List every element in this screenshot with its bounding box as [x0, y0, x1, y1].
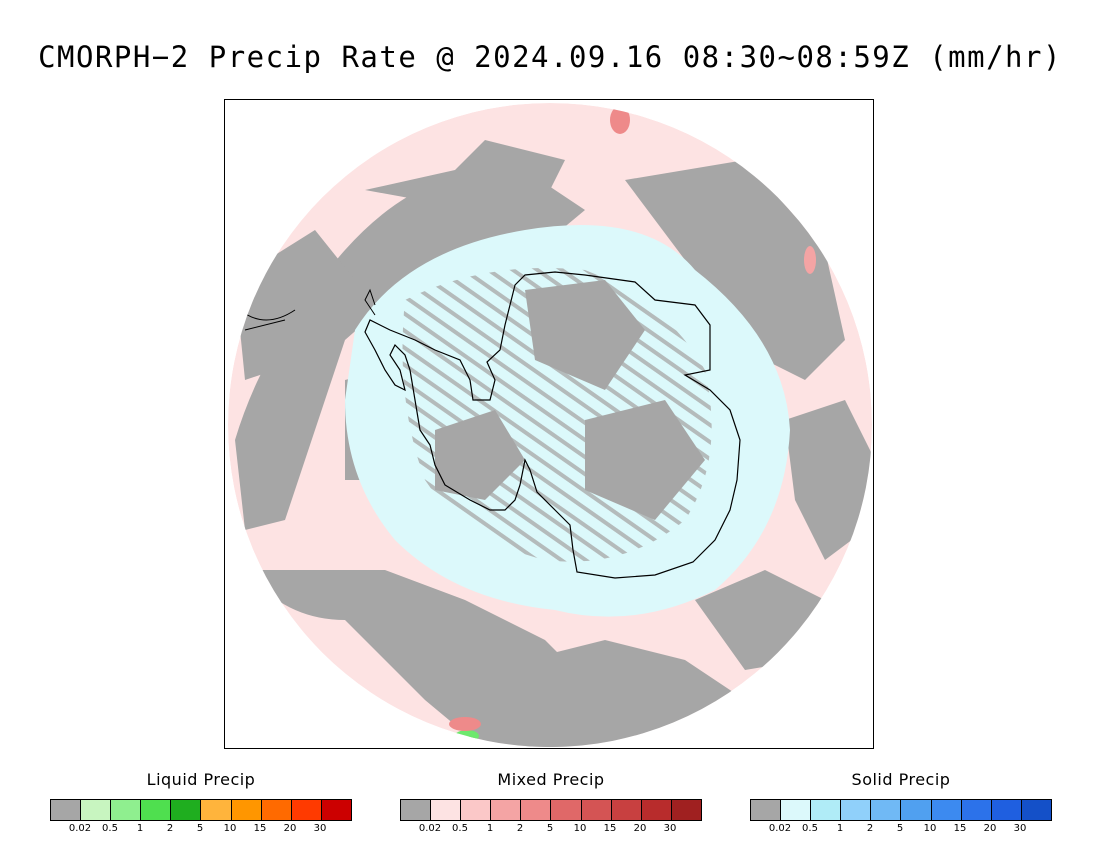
- legend-swatch: [321, 800, 351, 820]
- legend-swatch: [401, 800, 432, 820]
- no-precip-regions: [235, 110, 872, 747]
- chart-title: CMORPH−2 Precip Rate @ 2024.09.16 08:30~…: [38, 40, 1062, 74]
- legend-swatch: [231, 800, 262, 820]
- legend-swatch: [201, 800, 232, 820]
- legend-ticks: 0.02 0.5 1 2 5 10 15 20 30: [50, 821, 352, 835]
- legend-tick-label: 30: [313, 823, 327, 834]
- legend-swatch: [171, 800, 202, 820]
- legend-tick-label: 5: [896, 823, 904, 834]
- legend-tick-label: 30: [1013, 823, 1027, 834]
- legend-tick-label: 20: [983, 823, 997, 834]
- legend-tick-label: 5: [196, 823, 204, 834]
- legend-ticks: 0.02 0.5 1 2 5 10 15 20 30: [400, 821, 702, 835]
- legend-tick-label: 0.02: [768, 823, 792, 834]
- legend-swatch: [641, 800, 672, 820]
- legend-swatch: [901, 800, 932, 820]
- antarctica-coastline: [364, 271, 741, 579]
- mixed-precip-patch: [449, 717, 481, 731]
- legend-tick-label: 0.02: [418, 823, 442, 834]
- legend-swatch: [521, 800, 552, 820]
- legend-swatch: [811, 800, 842, 820]
- legend-swatches: [400, 799, 702, 821]
- legend-swatch: [81, 800, 112, 820]
- legend-tick-label: 15: [603, 823, 617, 834]
- interior-grey-blobs: [435, 280, 705, 520]
- legend-title: Liquid Precip: [146, 770, 256, 789]
- legend-swatch: [1021, 800, 1051, 820]
- legend-tick-label: 10: [223, 823, 237, 834]
- legend-liquid: Liquid Precip 0.02 0.5 1 2 5 10 15 20 30: [50, 770, 352, 835]
- liquid-precip-patch: [455, 730, 479, 742]
- legend-swatch: [261, 800, 292, 820]
- legend-tick-label: 20: [633, 823, 647, 834]
- legend-tick-label: 1: [486, 823, 494, 834]
- legend-swatch: [141, 800, 172, 820]
- legend-swatch: [581, 800, 612, 820]
- legend-swatch: [611, 800, 642, 820]
- legend-tick-label: 2: [866, 823, 874, 834]
- legend-swatch: [491, 800, 522, 820]
- legend-swatch: [551, 800, 582, 820]
- legend-tick-label: 30: [663, 823, 677, 834]
- legend-swatch: [991, 800, 1022, 820]
- legend-solid: Solid Precip 0.02 0.5 1 2 5 10 15 20 30: [750, 770, 1052, 835]
- legend-swatch: [931, 800, 962, 820]
- legend-tick-label: 15: [253, 823, 267, 834]
- mixed-precip-patch: [610, 106, 630, 134]
- legend-swatch: [291, 800, 322, 820]
- legend-tick-label: 15: [953, 823, 967, 834]
- map-disk: [228, 103, 872, 747]
- map-canvas: [228, 103, 872, 747]
- legend-swatch: [431, 800, 462, 820]
- legend-swatch: [111, 800, 142, 820]
- legend-swatch: [461, 800, 492, 820]
- legend-tick-label: 0.5: [802, 823, 818, 834]
- legend-tick-label: 0.5: [452, 823, 468, 834]
- legend-tick-label: 5: [546, 823, 554, 834]
- legend-swatches: [50, 799, 352, 821]
- legend-swatch: [751, 800, 782, 820]
- legend-tick-label: 10: [923, 823, 937, 834]
- legend-tick-label: 2: [166, 823, 174, 834]
- legend-title: Solid Precip: [851, 770, 951, 789]
- legend-swatch: [841, 800, 872, 820]
- legend-swatches: [750, 799, 1052, 821]
- legend-title: Mixed Precip: [497, 770, 605, 789]
- legend-tick-label: 1: [836, 823, 844, 834]
- legend-tick-label: 0.02: [68, 823, 92, 834]
- legend-tick-label: 10: [573, 823, 587, 834]
- legend-tick-label: 20: [283, 823, 297, 834]
- polar-precip-map: [224, 99, 874, 749]
- legend-tick-label: 0.5: [102, 823, 118, 834]
- legend-mixed: Mixed Precip 0.02 0.5 1 2 5 10 15 20 30: [400, 770, 702, 835]
- legend-swatch: [871, 800, 902, 820]
- mixed-precip-patch: [804, 246, 816, 274]
- legend-swatch: [961, 800, 992, 820]
- legend-swatch: [671, 800, 701, 820]
- legend-swatch: [51, 800, 82, 820]
- legend-ticks: 0.02 0.5 1 2 5 10 15 20 30: [750, 821, 1052, 835]
- legend-swatch: [781, 800, 812, 820]
- legend-tick-label: 1: [136, 823, 144, 834]
- legend-tick-label: 2: [516, 823, 524, 834]
